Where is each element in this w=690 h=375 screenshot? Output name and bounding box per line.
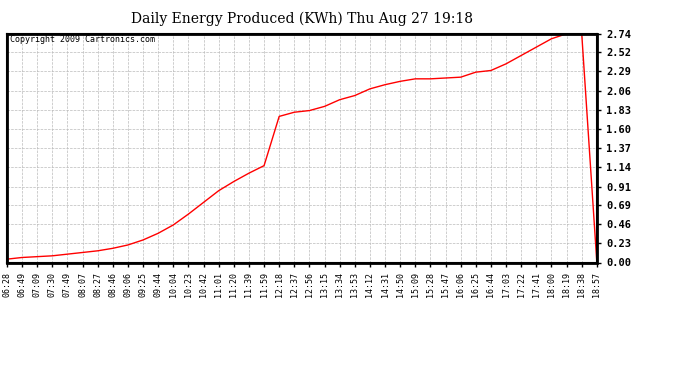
Text: Copyright 2009 Cartronics.com: Copyright 2009 Cartronics.com [10,35,155,44]
Text: Daily Energy Produced (KWh) Thu Aug 27 19:18: Daily Energy Produced (KWh) Thu Aug 27 1… [131,11,473,26]
